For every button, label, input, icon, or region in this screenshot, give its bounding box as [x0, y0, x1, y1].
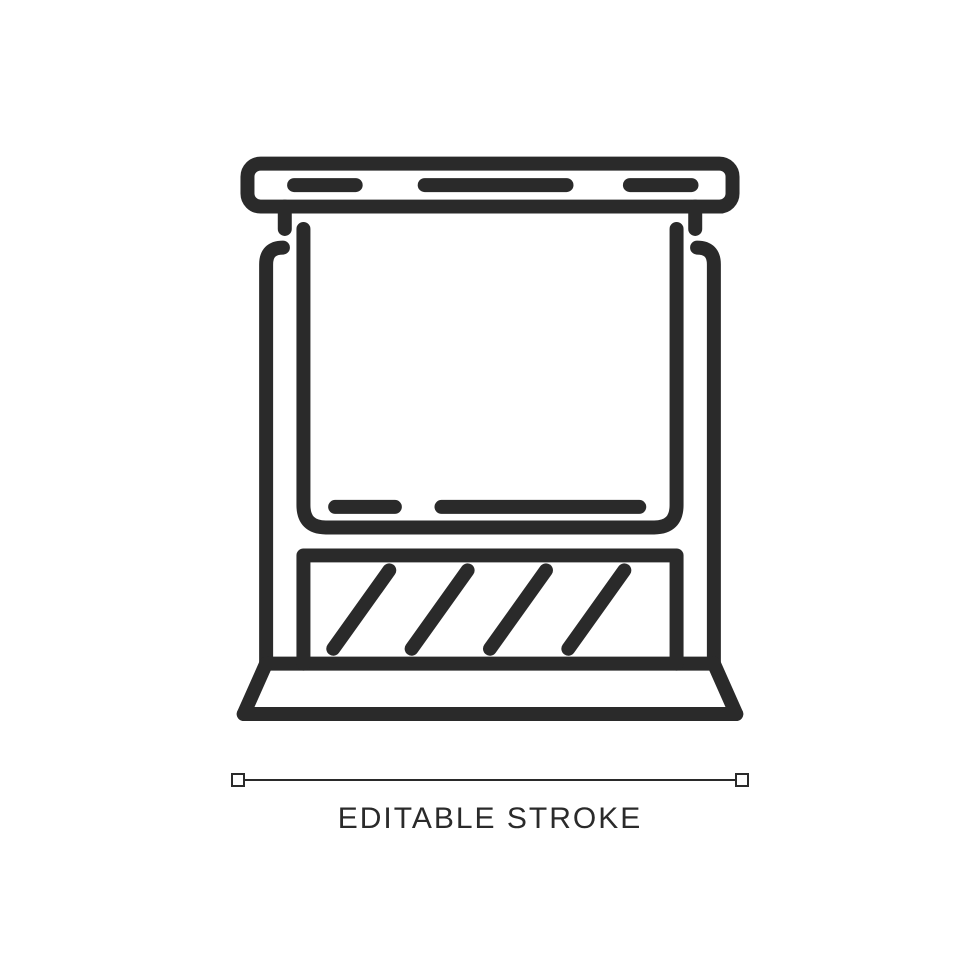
icon-card: EDITABLE STROKE [0, 0, 980, 980]
glass-reflection-3 [568, 570, 624, 648]
frame-left [266, 247, 283, 663]
frame-right [697, 247, 714, 663]
editable-stroke-caption: EDITABLE STROKE [338, 802, 643, 836]
editable-stroke-indicator [230, 770, 750, 790]
window-blinds-roller-shade-icon [210, 145, 770, 742]
sill-left-diag [244, 663, 266, 713]
stroke-handle-right [736, 774, 748, 786]
glass-reflection-2 [490, 570, 546, 648]
sill-right-diag [714, 663, 736, 713]
shade-panel [303, 228, 676, 527]
stroke-handle-left [232, 774, 244, 786]
glass-reflection-1 [412, 570, 468, 648]
glass-reflection-0 [333, 570, 389, 648]
